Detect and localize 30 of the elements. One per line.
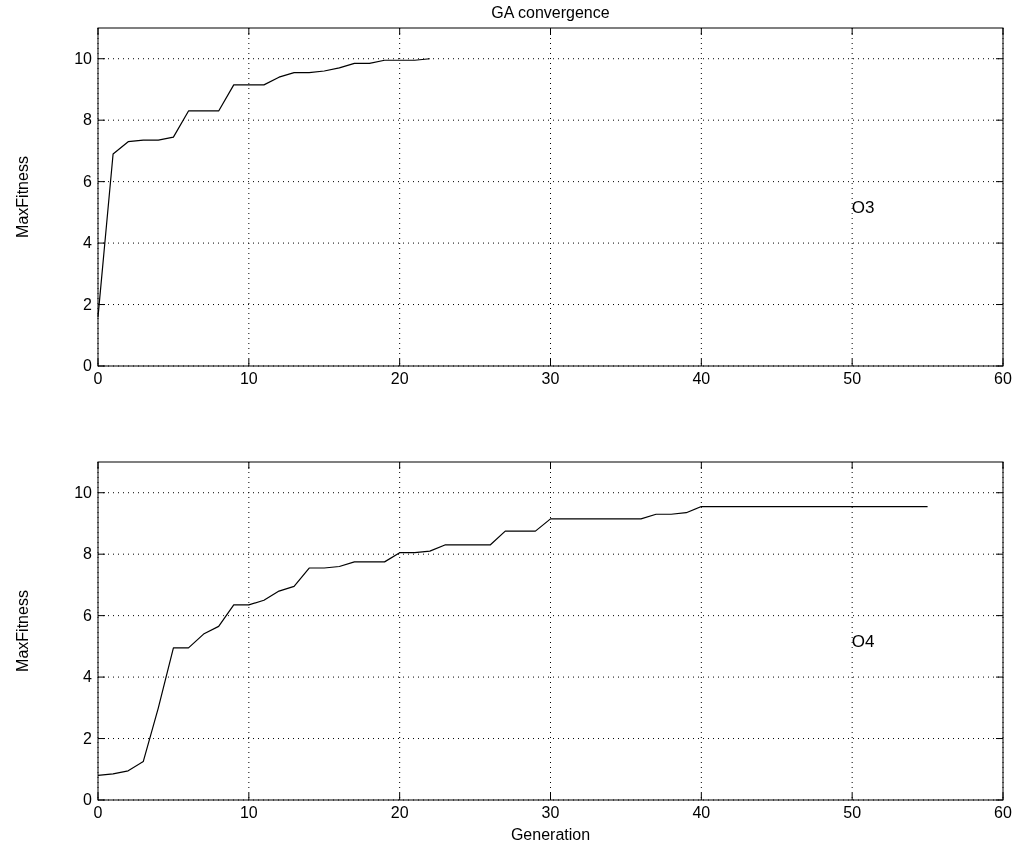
y-tick-label: 4 <box>83 234 93 252</box>
x-tick-label: 30 <box>541 804 560 821</box>
y-axis-title: MaxFitness <box>14 156 31 238</box>
x-tick-label: 60 <box>994 370 1012 387</box>
annotation: O4 <box>851 632 875 652</box>
y-tick-label: 10 <box>74 483 93 501</box>
x-tick-label: 50 <box>843 804 862 821</box>
y-tick-label: 8 <box>83 545 93 563</box>
x-tick-label: 60 <box>994 804 1012 821</box>
x-tick-label: 40 <box>692 370 711 387</box>
y-axis-title: MaxFitness <box>14 590 31 672</box>
y-tick-label: 6 <box>83 172 93 190</box>
x-tick-label: 10 <box>239 804 258 821</box>
y-tick-label: 4 <box>83 668 93 686</box>
y-tick-label: 10 <box>74 49 93 67</box>
x-tick-label: 30 <box>541 370 560 387</box>
y-tick-label: 2 <box>83 729 93 747</box>
x-tick-label: 40 <box>692 804 711 821</box>
y-tick-label: 0 <box>83 357 93 374</box>
x-axis-title: Generation <box>510 826 591 843</box>
chart-title: GA convergence <box>491 4 610 21</box>
x-tick-label: 50 <box>843 370 862 387</box>
y-tick-label: 2 <box>83 295 93 313</box>
y-tick-label: 0 <box>83 791 93 808</box>
y-tick-label: 6 <box>83 606 93 624</box>
annotation: O3 <box>851 198 875 218</box>
x-tick-label: 20 <box>390 370 409 387</box>
y-tick-label: 8 <box>83 111 93 129</box>
x-tick-label: 10 <box>239 370 258 387</box>
x-tick-label: 20 <box>390 804 409 821</box>
